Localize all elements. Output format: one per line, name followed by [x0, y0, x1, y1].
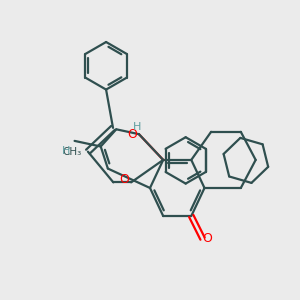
Text: O: O: [128, 128, 137, 141]
Text: H: H: [61, 146, 70, 156]
Text: CH₃: CH₃: [62, 147, 81, 157]
Text: O: O: [202, 232, 212, 245]
Text: H: H: [133, 122, 142, 132]
Text: O: O: [119, 173, 129, 186]
